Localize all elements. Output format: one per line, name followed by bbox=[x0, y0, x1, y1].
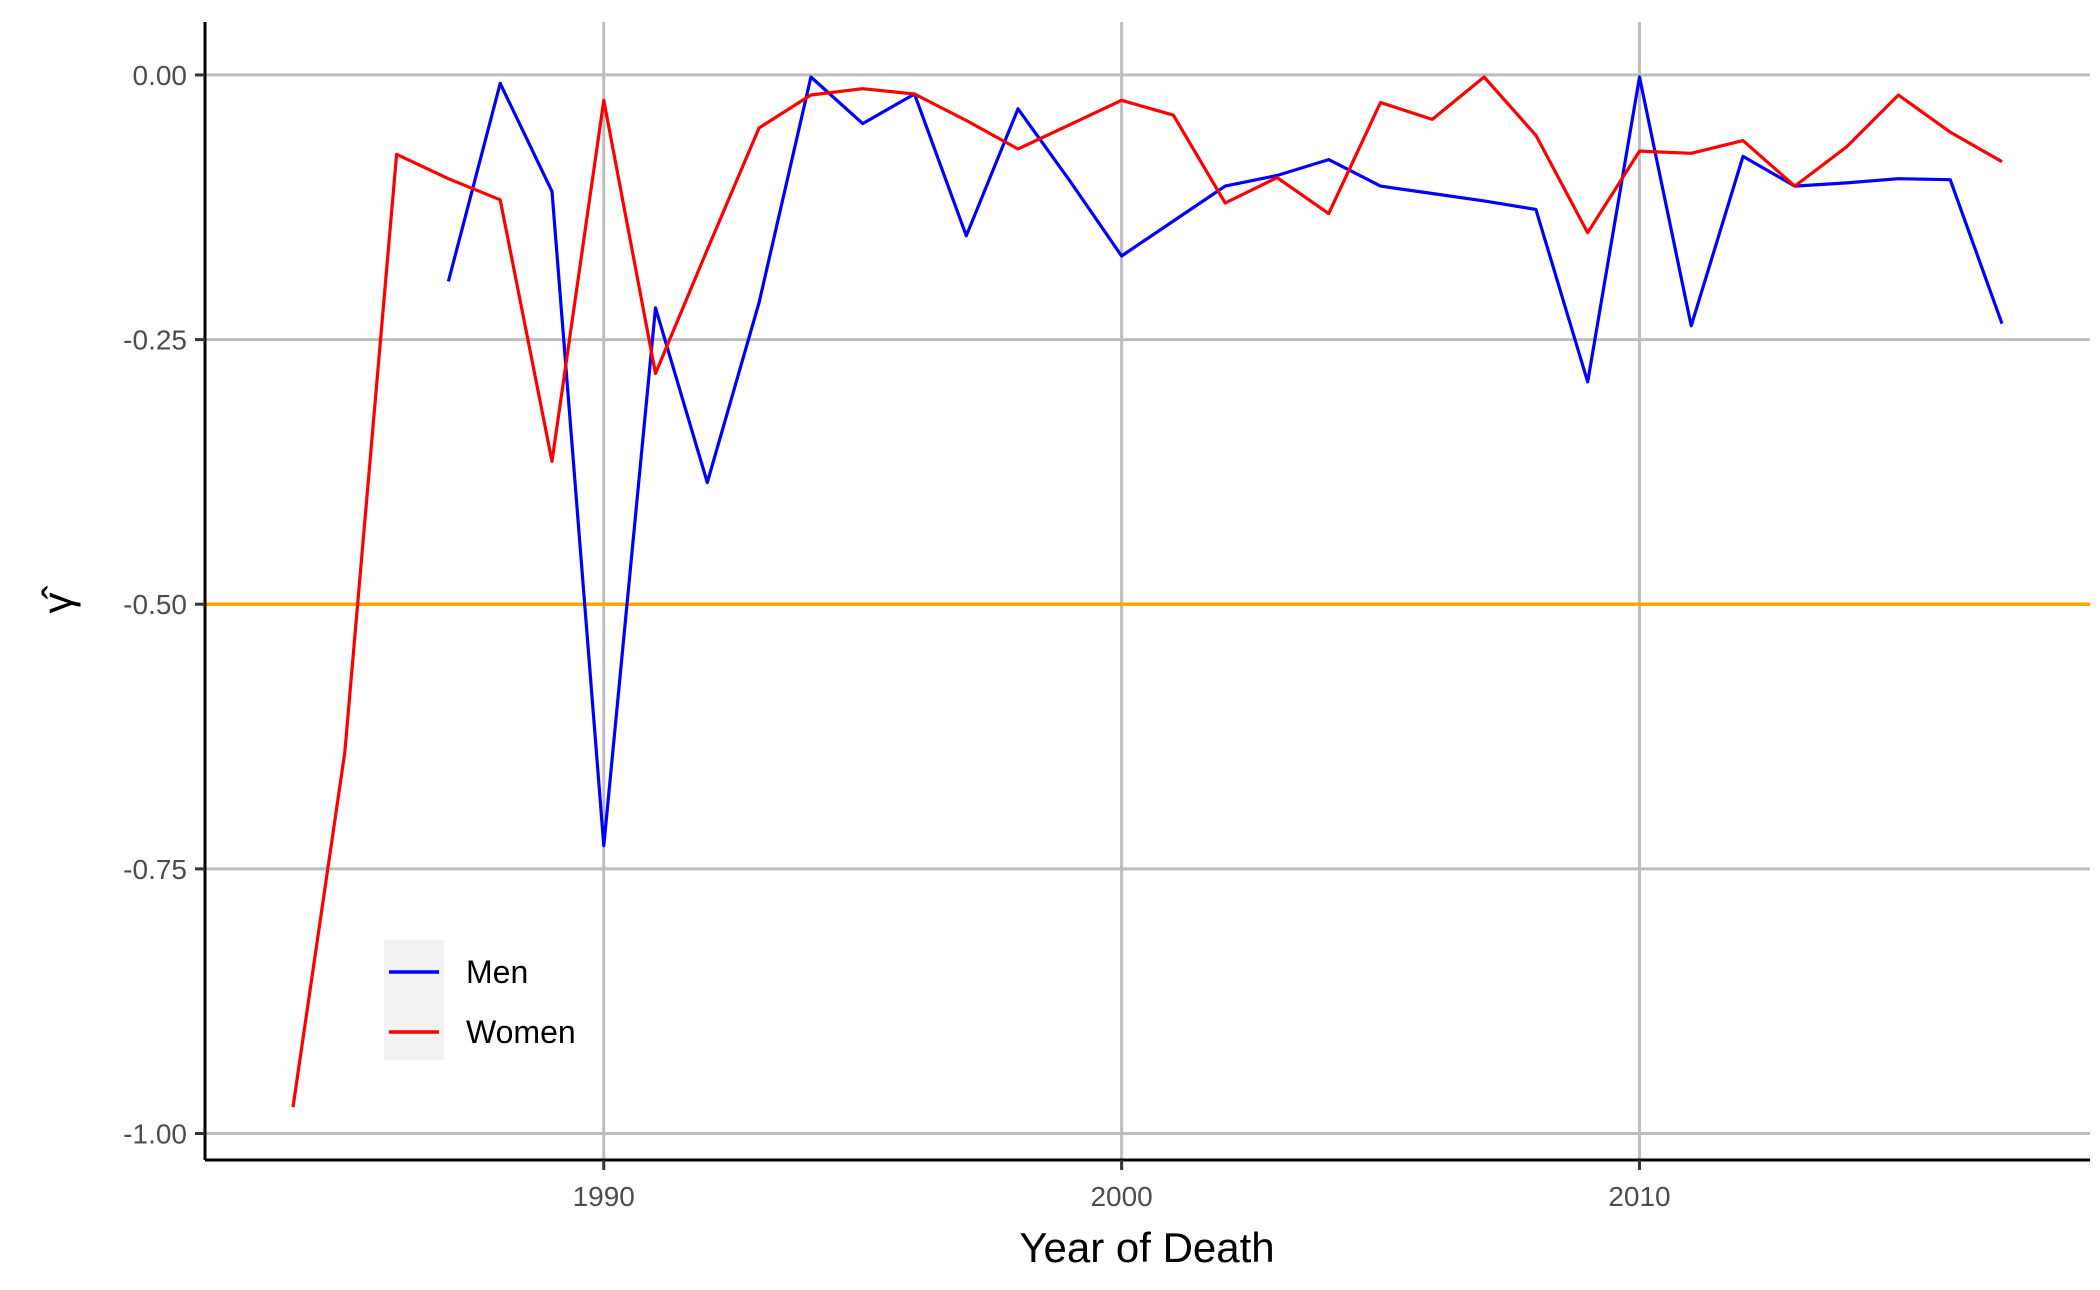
y-tick-label-4: -1.00 bbox=[123, 1119, 187, 1150]
legend-label-men: Men bbox=[466, 954, 528, 990]
series-line-women bbox=[291, 75, 2003, 1108]
series-line-men bbox=[446, 75, 2004, 848]
x-tick-label-0: 1990 bbox=[573, 1181, 635, 1212]
series-lines bbox=[291, 75, 2004, 1108]
x-axis-ticks: 1990 2000 2010 bbox=[573, 1160, 1671, 1212]
x-axis-title: Year of Death bbox=[1019, 1224, 1274, 1271]
legend-key-background bbox=[384, 940, 444, 1060]
y-tick-label-2: -0.50 bbox=[123, 589, 187, 620]
y-tick-label-0: 0.00 bbox=[133, 60, 188, 91]
y-axis-ticks: 0.00 -0.25 -0.50 -0.75 -1.00 bbox=[123, 60, 205, 1150]
x-tick-label-2: 2010 bbox=[1608, 1181, 1670, 1212]
legend-label-women: Women bbox=[466, 1014, 576, 1050]
x-tick-label-1: 2000 bbox=[1090, 1181, 1152, 1212]
y-axis-title: γ̂ bbox=[34, 586, 81, 614]
legend: Men Women bbox=[384, 940, 576, 1060]
y-tick-label-1: -0.25 bbox=[123, 325, 187, 356]
axes bbox=[203, 22, 2090, 1162]
y-tick-label-3: -0.75 bbox=[123, 854, 187, 885]
